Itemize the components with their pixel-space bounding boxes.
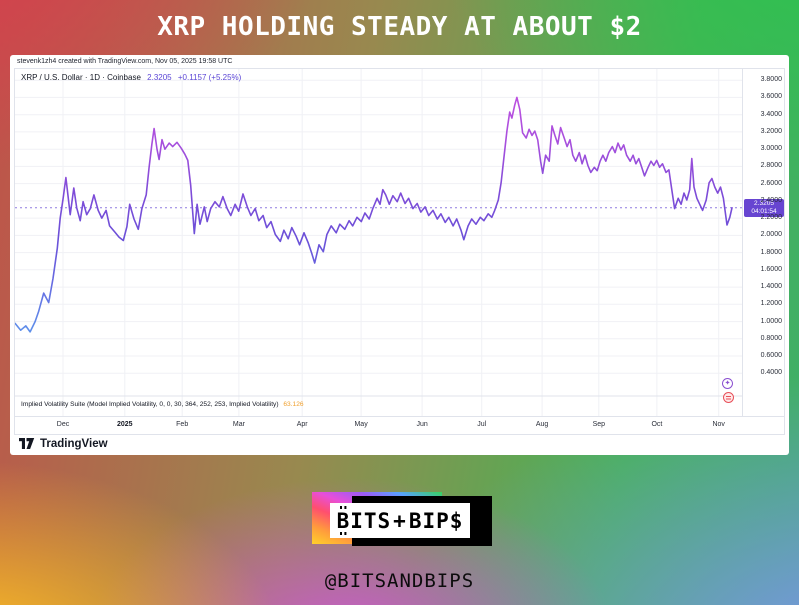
bitcoin-b-glyph: B — [336, 506, 351, 535]
x-axis-tick: Nov — [712, 421, 725, 428]
bar-countdown: 04:01:54 — [751, 207, 777, 215]
y-axis-tick: 2.8000 — [760, 162, 782, 170]
x-axis-tick: Jun — [416, 421, 428, 428]
price-scale: 2.3205 04:01:54 3.8000 3.6000 3.4000 3.2000… — [742, 69, 786, 416]
y-axis-tick: 3.2000 — [760, 127, 782, 135]
chart-legend: XRP / U.S. Dollar · 1D · Coinbase 2.3205… — [21, 73, 241, 82]
y-axis-tick: 0.4000 — [760, 369, 782, 377]
y-axis-tick: 3.4000 — [760, 110, 782, 118]
y-axis-tick: 1.6000 — [760, 265, 782, 273]
y-axis-tick: 2.0000 — [760, 231, 782, 239]
social-handle: @BITSANDBIPS — [324, 570, 475, 592]
x-axis-tick: Aug — [535, 421, 549, 428]
logo-text-part2: BIP — [408, 508, 450, 533]
y-axis-tick: 1.8000 — [760, 248, 782, 256]
symbol-label: XRP / U.S. Dollar · 1D · Coinbase — [21, 73, 141, 82]
y-axis-tick: 1.4000 — [760, 283, 782, 291]
y-axis-tick: 2.2000 — [760, 214, 782, 222]
chart-attribution: stevenk1zh4 created with TradingView.com… — [17, 58, 233, 65]
y-axis-tick: 1.0000 — [760, 317, 782, 325]
price-line-chart — [15, 69, 742, 416]
chart-card: stevenk1zh4 created with TradingView.com… — [10, 55, 789, 455]
x-axis-tick: Oct — [651, 421, 663, 428]
last-price-value: 2.3205 — [147, 73, 172, 82]
x-axis-tick: Mar — [232, 421, 245, 428]
tradingview-logo-icon — [19, 438, 35, 449]
price-change-value: +0.1157 (+5.25%) — [177, 73, 242, 82]
x-axis-tick: Jul — [477, 421, 487, 428]
y-axis-tick: 0.6000 — [760, 352, 782, 359]
chart-frame: XRP / U.S. Dollar · 1D · Coinbase 2.3205… — [14, 68, 785, 435]
time-axis: Dec 2025 Feb Mar Apr May Jun Jul Aug Sep Oct Nov — [15, 416, 785, 434]
current-price-label: 2.3205 04:01:54 — [744, 198, 784, 217]
x-axis-tick: Sep — [592, 421, 606, 428]
logo-dollar-glyph: $ — [449, 508, 464, 533]
x-axis-tick: Apr — [296, 421, 308, 428]
bitsandbips-logo: B ITS + BIP $ — [306, 488, 498, 550]
tradingview-brand: TradingView — [19, 438, 108, 450]
x-axis-tick: 2025 — [117, 421, 133, 428]
current-price-value: 2.3205 — [754, 199, 774, 207]
y-axis-tick: 2.4000 — [760, 196, 782, 204]
page-title: XRP HOLDING STEADY AT ABOUT $2 — [157, 12, 642, 42]
logo-plus: + — [393, 508, 407, 533]
red-icon-detail — [726, 395, 731, 398]
x-axis-tick: Dec — [56, 421, 70, 428]
y-axis-tick: 2.6000 — [760, 179, 782, 187]
indicator-name: Implied Volatility Suite (Model Implied … — [21, 401, 279, 408]
y-axis-tick: 1.2000 — [760, 300, 782, 308]
sparkle-indicator-icon: ✦ — [722, 378, 733, 389]
y-axis-tick: 0.8000 — [760, 334, 782, 342]
logo-text-box: B ITS + BIP $ — [330, 503, 470, 538]
tradingview-logo-text: TradingView — [40, 438, 108, 450]
red-indicator-icon — [723, 392, 734, 403]
chart-plot-area: XRP / U.S. Dollar · 1D · Coinbase 2.3205… — [15, 69, 742, 416]
x-axis-tick: May — [354, 421, 368, 428]
indicator-value: 63.126 — [283, 401, 304, 408]
logo-text-part1: ITS — [350, 508, 392, 533]
y-axis-tick: 3.8000 — [760, 76, 782, 84]
indicator-legend: Implied Volatility Suite (Model Implied … — [21, 401, 304, 408]
y-axis-tick: 3.0000 — [760, 145, 782, 153]
x-axis-tick: Feb — [176, 421, 189, 428]
y-axis-tick: 3.6000 — [760, 93, 782, 101]
